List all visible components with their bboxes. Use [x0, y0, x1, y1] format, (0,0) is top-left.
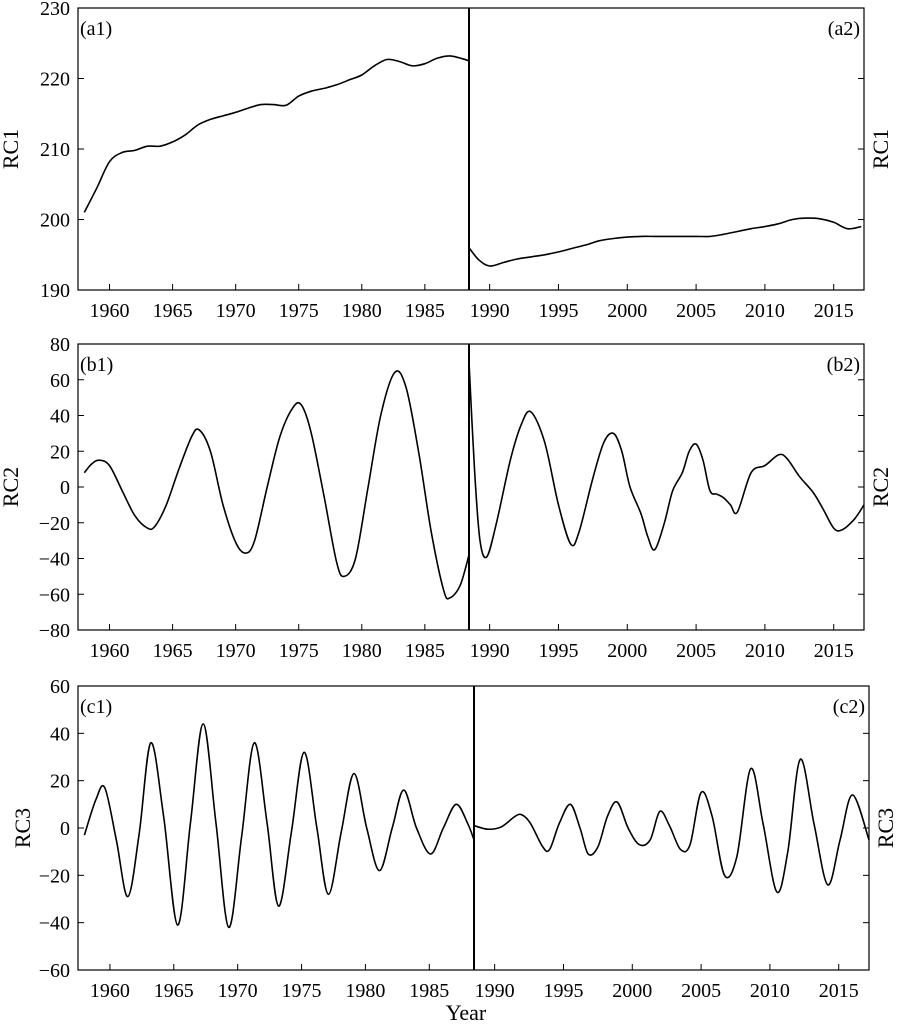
x-tick-label: 1975: [279, 640, 319, 662]
series-line-left: [83, 370, 470, 600]
y-axis-label-left: RC3: [10, 808, 35, 848]
y-tick-label: 190: [40, 280, 70, 302]
x-tick-label: 1985: [405, 300, 445, 322]
x-tick-label: 2000: [612, 980, 652, 1002]
chart-row-3: −60 −40 −20 0 20 40 60 RC3 RC3 1960 1965 1970 1975 19…: [10, 676, 898, 1002]
x-tick-label: 1960: [90, 980, 130, 1002]
panel-tag-left: (c1): [80, 696, 112, 718]
x-tick-label: 2010: [745, 640, 785, 662]
y-axis-label-right: RC1: [868, 129, 893, 169]
x-axis-label: Year: [446, 1000, 487, 1025]
y-tick-label: 20: [50, 771, 70, 793]
x-tick-label: 1980: [345, 980, 385, 1002]
y-tick-label: 230: [40, 0, 70, 20]
y-tick-label: −40: [39, 913, 70, 935]
panel-tag-left: (a1): [80, 18, 112, 40]
y-tick-label: −40: [39, 549, 70, 571]
panel-tag-right: (a2): [828, 18, 860, 40]
y-tick-label: 60: [50, 676, 70, 698]
x-tick-label: 1970: [216, 300, 256, 322]
y-tick-label: 40: [50, 406, 70, 428]
x-tick-label: 1990: [470, 640, 510, 662]
chart-row-2: −80 −60 −40 −20 0 20 40 60 80 RC2 RC2 1960 1965 1970 1…: [0, 334, 893, 662]
x-tick-label: 1975: [279, 300, 319, 322]
y-tick-label: −60: [39, 584, 70, 606]
x-tick-label: 2015: [819, 980, 859, 1002]
panel-tag-right: (c2): [833, 696, 865, 718]
x-tick-label: 1980: [342, 640, 382, 662]
x-tick-label: 1965: [153, 640, 193, 662]
y-tick-label: −60: [39, 960, 70, 982]
x-tick-label: 1965: [153, 300, 193, 322]
series-line-right: [468, 361, 865, 559]
y-tick-label: 40: [50, 723, 70, 745]
series-line-left: [83, 723, 475, 929]
y-tick-label: 0: [60, 818, 70, 840]
x-tick-label: 1970: [216, 640, 256, 662]
y-tick-label: 80: [50, 334, 70, 356]
x-tick-label: 2010: [750, 980, 790, 1002]
x-tick-label: 2000: [607, 640, 647, 662]
y-tick-label: 220: [40, 69, 70, 91]
x-tick-label: 1995: [538, 300, 578, 322]
x-tick-label: 2015: [814, 640, 854, 662]
y-axis-label-left: RC1: [0, 129, 23, 169]
x-tick-label: 1985: [405, 640, 445, 662]
panel-tag-right: (b2): [827, 354, 860, 376]
y-axis-label-left: RC2: [0, 467, 23, 507]
series-line-right: [473, 758, 870, 894]
x-tick-label: 1960: [90, 640, 130, 662]
x-tick-label: 1990: [475, 980, 515, 1002]
x-tick-label: 1995: [543, 980, 583, 1002]
x-tick-label: 2010: [745, 300, 785, 322]
x-tick-label: 1970: [218, 980, 258, 1002]
y-tick-label: −20: [39, 513, 70, 535]
y-tick-label: 200: [40, 210, 70, 232]
x-tick-label: 2015: [814, 300, 854, 322]
x-tick-label: 2005: [681, 980, 721, 1002]
x-tick-label: 1990: [470, 300, 510, 322]
series-line-right: [468, 217, 862, 267]
x-tick-label: 2005: [676, 300, 716, 322]
y-tick-label: 0: [60, 477, 70, 499]
plot-frame: [77, 7, 865, 291]
y-axis-label-right: RC2: [868, 467, 893, 507]
y-tick-label: 210: [40, 139, 70, 161]
x-tick-label: 1980: [342, 300, 382, 322]
x-tick-label: 1960: [90, 300, 130, 322]
panel-tag-left: (b1): [80, 354, 113, 376]
y-tick-label: −20: [39, 865, 70, 887]
x-tick-label: 2005: [676, 640, 716, 662]
y-tick-label: 20: [50, 441, 70, 463]
y-tick-label: 60: [50, 370, 70, 392]
y-axis-label-right: RC3: [873, 808, 898, 848]
x-tick-label: 1975: [282, 980, 322, 1002]
x-tick-label: 1995: [538, 640, 578, 662]
series-line-left: [83, 55, 470, 213]
x-tick-label: 1965: [154, 980, 194, 1002]
y-tick-label: −80: [39, 620, 70, 642]
x-tick-label: 1985: [409, 980, 449, 1002]
x-tick-label: 2000: [607, 300, 647, 322]
chart-row-1: 190 200 210 220 230 RC1 RC1 1960 1965 1970 1975 198…: [0, 0, 893, 322]
